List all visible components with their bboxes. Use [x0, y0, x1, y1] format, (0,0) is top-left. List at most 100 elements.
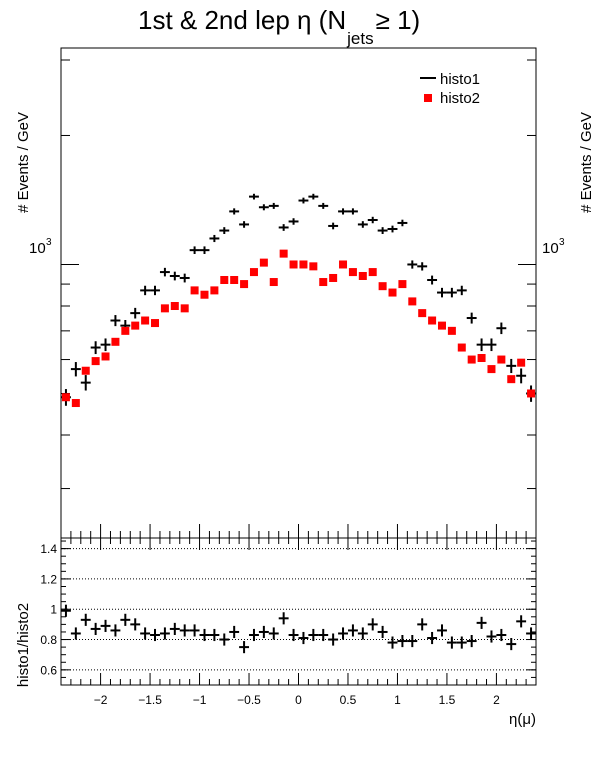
ratio-point: [357, 627, 368, 640]
histo2-point: [329, 273, 338, 282]
histo2-point: [339, 260, 348, 269]
histo2-point: [121, 326, 130, 335]
title-main: 1st & 2nd lep η (N: [138, 5, 346, 35]
histo2-point: [190, 286, 199, 295]
histo1-point: [377, 227, 388, 234]
histo1-point: [298, 197, 309, 204]
ratio-point: [456, 636, 467, 649]
ratio-data-marks: [61, 604, 536, 654]
histo2-point: [527, 389, 536, 398]
ratio-point: [249, 628, 259, 642]
histo2-point: [408, 297, 417, 306]
main-ylabel-left: # Events / GeV: [15, 112, 32, 213]
histo1-point: [357, 221, 368, 228]
ratio-ytick-label: 1.4: [40, 542, 57, 556]
ratio-xtick-label: 1.5: [439, 693, 456, 707]
ratio-point: [407, 634, 418, 648]
histo2-point: [141, 316, 150, 325]
histo1-point: [427, 275, 438, 285]
ratio-point: [338, 627, 348, 640]
histo2-point: [388, 288, 397, 297]
ratio-point: [397, 634, 408, 648]
histo1-point: [318, 202, 329, 209]
histo1-point: [516, 368, 527, 384]
histo1-point: [100, 338, 111, 352]
histo2-point: [348, 268, 357, 277]
histo2-point: [101, 352, 110, 361]
ratio-xtick-label: −2: [94, 693, 108, 707]
ratio-point: [239, 641, 250, 654]
ratio-point: [387, 636, 398, 649]
ratio-ytick-label: 1.2: [40, 572, 57, 586]
histo1-point: [476, 338, 487, 352]
ratio-xlabel: η(μ): [509, 711, 536, 728]
histo1-point: [169, 271, 180, 281]
ratio-point: [496, 628, 507, 642]
main-ylabel-right: # Events / GeV: [578, 112, 595, 213]
ratio-point: [298, 631, 309, 645]
ratio-point: [140, 627, 151, 640]
ratio-point: [526, 627, 536, 640]
ratio-gridlines: [61, 548, 536, 671]
ratio-point: [427, 631, 438, 645]
ratio-point: [417, 618, 428, 631]
legend: histo1 histo2: [420, 71, 480, 107]
histo2-point: [160, 304, 169, 313]
histo2-point: [467, 355, 476, 364]
ratio-xtick-label: −1: [193, 693, 207, 707]
legend-histo2-label: histo2: [440, 90, 480, 107]
histo2-point: [170, 302, 179, 311]
ratio-point: [516, 615, 527, 628]
ratio-point: [120, 613, 131, 626]
histo2-point: [517, 358, 526, 367]
histo1-point: [466, 312, 477, 324]
ytick-label-left: 10 3: [29, 237, 52, 257]
histo1-point: [308, 193, 319, 200]
main-data-marks: [61, 193, 536, 408]
histo2-point: [180, 304, 189, 313]
histo2-point: [319, 278, 328, 287]
ratio-point: [80, 613, 91, 626]
histo2-point: [289, 260, 298, 269]
histo2-point: [309, 262, 318, 271]
ratio-point: [258, 625, 269, 639]
ratio-point: [199, 628, 210, 642]
histo1-point: [437, 287, 447, 298]
histo2-point: [240, 280, 249, 289]
ratio-point: [150, 628, 160, 642]
histo1-point: [387, 225, 398, 233]
histo2-point: [477, 354, 486, 363]
histo1-point: [278, 224, 289, 231]
ratio-point: [229, 625, 240, 639]
histo2-point: [200, 290, 209, 299]
histo1-point: [110, 315, 121, 327]
histo1-point: [249, 193, 259, 200]
ratio-point: [110, 624, 121, 637]
histo1-point: [80, 375, 91, 391]
histo2-point: [279, 249, 288, 258]
legend-histo2-marker: [424, 94, 432, 102]
histo2-point: [259, 258, 268, 267]
ytick-label-right-base: 10: [542, 240, 559, 257]
histo1-point: [367, 216, 378, 224]
ytick-label-left-exp: 3: [46, 237, 52, 248]
histo2-point: [299, 260, 308, 269]
ratio-point: [308, 628, 319, 642]
ratio-point: [476, 616, 487, 629]
ratio-point: [179, 624, 190, 637]
ratio-point: [506, 638, 517, 651]
histo2-point: [437, 321, 446, 330]
legend-histo1-label: histo1: [440, 71, 480, 88]
ratio-xtick-label: −0.5: [237, 693, 261, 707]
histo2-point: [358, 271, 367, 280]
histo2-point: [398, 280, 407, 289]
histo2-point: [457, 343, 466, 352]
histo1-point: [288, 218, 299, 225]
histo1-point: [397, 219, 408, 227]
ytick-label-right: 10 3: [542, 237, 565, 257]
histo2-point: [111, 337, 120, 346]
ratio-point: [278, 612, 289, 625]
ratio-point: [100, 619, 111, 632]
ratio-point: [437, 624, 447, 637]
histo2-point: [368, 268, 377, 277]
